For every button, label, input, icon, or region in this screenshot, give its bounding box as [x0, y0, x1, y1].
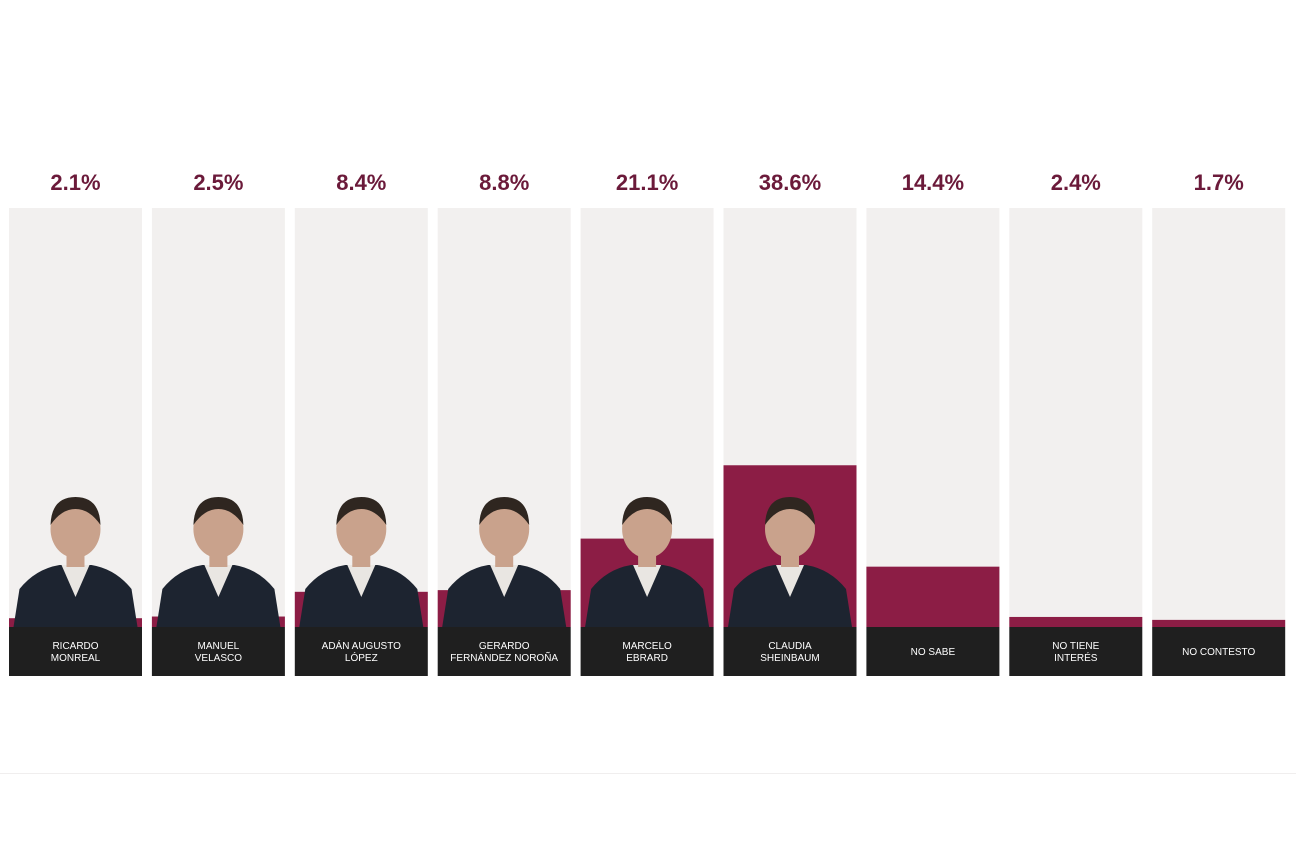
photo-shirt: [776, 565, 804, 597]
photo-face: [193, 500, 244, 558]
photo-shirt: [61, 565, 90, 597]
category-label: ADÁN AUGUSTO: [322, 639, 401, 652]
category-label: MANUEL: [198, 641, 240, 652]
person-photo-icon: [442, 497, 567, 627]
label-box: [580, 627, 714, 676]
person-photo-icon: [585, 497, 710, 627]
value-label: 8.8%: [479, 170, 529, 195]
photo-hair: [479, 497, 530, 525]
bar-track: [1009, 208, 1143, 627]
category-label: NO TIENE: [1052, 641, 1099, 652]
category-label: MARCELO: [622, 641, 672, 652]
label-box: [437, 627, 571, 676]
value-label: 1.7%: [1194, 170, 1244, 195]
label-box: [866, 627, 1000, 676]
category-label: RICARDO: [52, 641, 98, 652]
bar: [866, 566, 1000, 627]
bar-column: NO CONTESTO 1.7%: [1152, 170, 1286, 676]
photo-face: [336, 500, 387, 558]
category-label: NO CONTESTO: [1182, 647, 1255, 658]
bottom-divider: [0, 773, 1296, 774]
category-label: INTERÉS: [1054, 651, 1098, 664]
photo-hair: [622, 497, 673, 525]
value-label: 2.4%: [1051, 170, 1101, 195]
person-photo-icon: [156, 497, 281, 627]
photo-shirt: [490, 565, 519, 597]
bar: [1009, 616, 1143, 627]
photo-hair: [336, 497, 387, 525]
photo-hair: [50, 497, 101, 525]
category-label: VELASCO: [195, 653, 242, 664]
bar-track: [866, 208, 1000, 627]
bar-track: [1152, 208, 1286, 627]
category-label: CLAUDIA: [768, 641, 812, 652]
photo-shirt: [204, 565, 233, 597]
label-box: [294, 627, 428, 676]
photo-shirt: [633, 565, 662, 597]
label-box: [151, 627, 285, 676]
bar-column: NO SABE 14.4%: [866, 170, 1000, 676]
category-label: SHEINBAUM: [760, 653, 819, 664]
person-photo-icon: [13, 497, 138, 627]
value-label: 2.5%: [193, 170, 243, 195]
label-box: [723, 627, 857, 676]
value-label: 14.4%: [902, 170, 964, 195]
photo-shirt: [347, 565, 376, 597]
person-photo-icon: [299, 497, 424, 627]
category-label: GERARDO: [479, 641, 530, 652]
photo-face: [765, 500, 815, 558]
label-box: [1152, 627, 1286, 676]
photo-face: [622, 500, 673, 558]
category-label: NO SABE: [911, 647, 956, 658]
category-label: MONREAL: [51, 653, 101, 664]
photo-hair: [193, 497, 244, 525]
photo-hair: [765, 497, 815, 525]
person-photo-icon: [728, 497, 852, 627]
value-label: 2.1%: [50, 170, 100, 195]
photo-face: [50, 500, 101, 558]
category-label: FERNÁNDEZ NOROÑA: [450, 651, 558, 664]
value-label: 8.4%: [336, 170, 386, 195]
label-box: [1009, 627, 1143, 676]
category-label: LÓPEZ: [345, 651, 378, 664]
photo-face: [479, 500, 530, 558]
category-label: EBRARD: [626, 653, 668, 664]
value-label: 21.1%: [616, 170, 678, 195]
bar: [1152, 619, 1286, 627]
label-box: [9, 627, 142, 676]
value-label: 38.6%: [759, 170, 821, 195]
